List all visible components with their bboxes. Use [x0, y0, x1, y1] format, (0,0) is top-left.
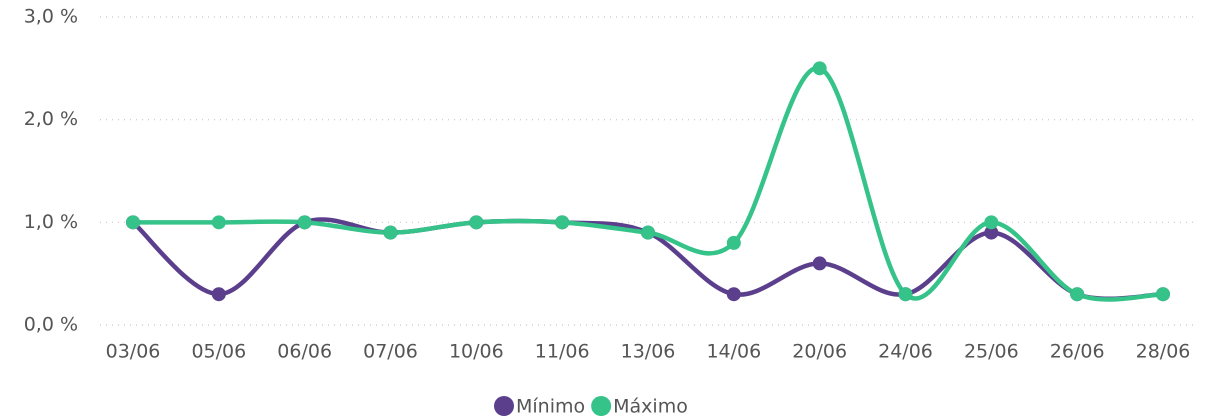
data-point	[1070, 287, 1085, 302]
data-point	[211, 287, 226, 302]
data-point	[984, 215, 999, 230]
x-tick-label: 03/06	[106, 341, 161, 363]
legend-marker	[591, 396, 612, 416]
x-tick-label: 20/06	[792, 341, 847, 363]
data-point	[812, 256, 827, 271]
x-tick-label: 07/06	[363, 341, 418, 363]
series-line	[133, 66, 1164, 302]
legend-label: Máximo	[613, 396, 688, 418]
legend-label: Mínimo	[516, 396, 585, 418]
data-point	[211, 215, 226, 230]
x-tick-label: 14/06	[706, 341, 761, 363]
legend-marker	[494, 396, 514, 416]
data-point	[469, 215, 484, 230]
data-point	[297, 215, 312, 230]
data-point	[1156, 287, 1170, 302]
data-point	[726, 287, 741, 302]
x-tick-label: 11/06	[535, 341, 590, 363]
x-tick-label: 26/06	[1050, 341, 1105, 363]
y-tick-label: 1,0 %	[24, 211, 78, 233]
x-tick-label: 28/06	[1136, 341, 1191, 363]
data-point	[726, 235, 741, 250]
data-point	[641, 225, 655, 240]
data-point	[812, 61, 827, 76]
data-point	[383, 225, 398, 240]
y-tick-label: 3,0 %	[24, 6, 78, 28]
data-point	[126, 215, 140, 230]
x-tick-label: 25/06	[964, 341, 1019, 363]
data-point	[984, 225, 999, 240]
x-tick-label: 06/06	[277, 341, 332, 363]
data-point	[555, 215, 570, 230]
x-tick-label: 05/06	[191, 341, 246, 363]
x-tick-label: 24/06	[878, 341, 933, 363]
data-point	[898, 287, 913, 302]
x-tick-label: 10/06	[449, 341, 504, 363]
x-tick-label: 13/06	[621, 341, 676, 363]
y-tick-label: 2,0 %	[24, 108, 78, 130]
y-tick-label: 0,0 %	[24, 314, 78, 336]
